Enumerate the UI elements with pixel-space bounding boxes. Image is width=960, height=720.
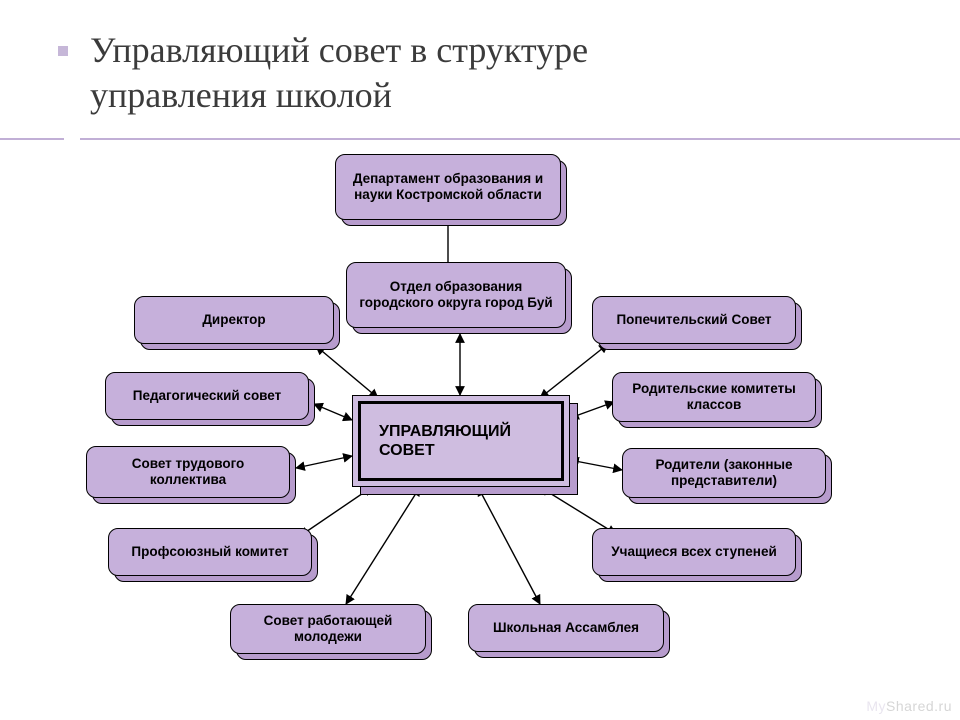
connector	[346, 487, 420, 604]
connector	[478, 487, 540, 604]
node-director: Директор	[134, 296, 334, 344]
slide: Управляющий совет в структуре управления…	[0, 0, 960, 720]
node-molod: Совет работающей молодежи	[230, 604, 426, 654]
node-pedsovet: Педагогический совет	[105, 372, 309, 420]
node-label: УПРАВЛЯЮЩИЙ СОВЕТ	[358, 401, 564, 481]
node-label: Родительские комитеты классов	[612, 372, 816, 422]
node-label: Профсоюзный комитет	[108, 528, 312, 576]
node-otdel: Отдел образования городского округа горо…	[346, 262, 566, 328]
node-label: Директор	[134, 296, 334, 344]
node-label: Учащиеся всех ступеней	[592, 528, 796, 576]
node-rodkom: Родительские комитеты классов	[612, 372, 816, 422]
node-trud: Совет трудового коллектива	[86, 446, 290, 498]
node-label: Педагогический совет	[105, 372, 309, 420]
node-label: Отдел образования городского округа горо…	[346, 262, 566, 328]
node-label: Школьная Ассамблея	[468, 604, 664, 652]
watermark-prefix: My	[866, 698, 886, 714]
watermark: MyShared.ru	[866, 698, 952, 714]
node-label: Департамент образования и науки Костромс…	[335, 154, 561, 220]
connector	[296, 456, 352, 468]
node-uchash: Учащиеся всех ступеней	[592, 528, 796, 576]
node-label: Совет трудового коллектива	[86, 446, 290, 498]
node-label: Совет работающей молодежи	[230, 604, 426, 654]
node-assamb: Школьная Ассамблея	[468, 604, 664, 652]
connector	[314, 404, 352, 420]
node-center: УПРАВЛЯЮЩИЙ СОВЕТ	[352, 395, 570, 487]
node-label: Попечительский Совет	[592, 296, 796, 344]
node-prof: Профсоюзный комитет	[108, 528, 312, 576]
watermark-suffix: Shared.ru	[886, 698, 952, 714]
node-popech: Попечительский Совет	[592, 296, 796, 344]
node-dept: Департамент образования и науки Костромс…	[335, 154, 561, 220]
connector	[540, 344, 608, 398]
node-rodit: Родители (законные представители)	[622, 448, 826, 498]
org-diagram: Департамент образования и науки Костромс…	[0, 0, 960, 720]
node-label: Родители (законные представители)	[622, 448, 826, 498]
connector	[316, 346, 378, 398]
